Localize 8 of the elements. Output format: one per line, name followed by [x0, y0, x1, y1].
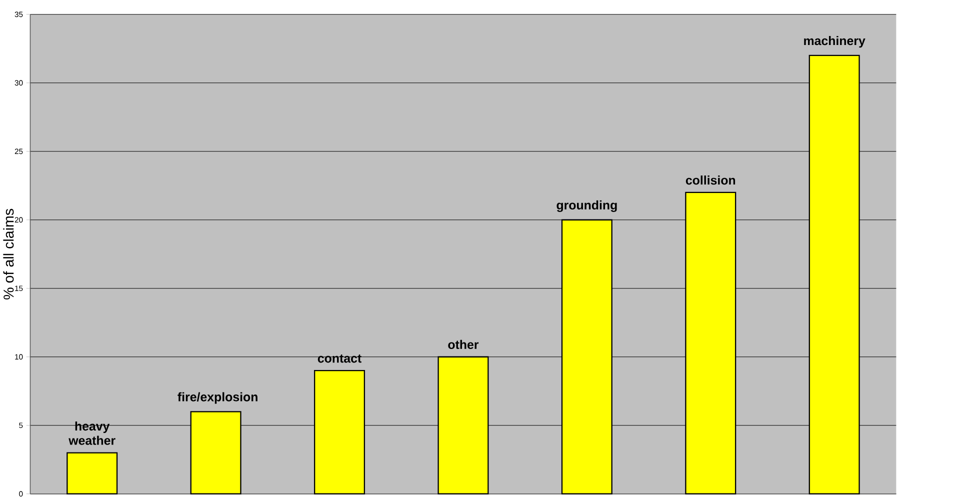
x-tick-label: machinery: [804, 36, 866, 48]
x-tick-label: other: [448, 340, 479, 350]
x-tick-label: contact: [318, 354, 362, 363]
x-tick-label: collision: [686, 176, 736, 185]
x-tick-label: fire/explosion: [178, 392, 258, 404]
x-tick-label: grounding: [556, 200, 617, 212]
y-axis-title: % of all claims: [3, 209, 14, 300]
bar: [66, 452, 118, 495]
